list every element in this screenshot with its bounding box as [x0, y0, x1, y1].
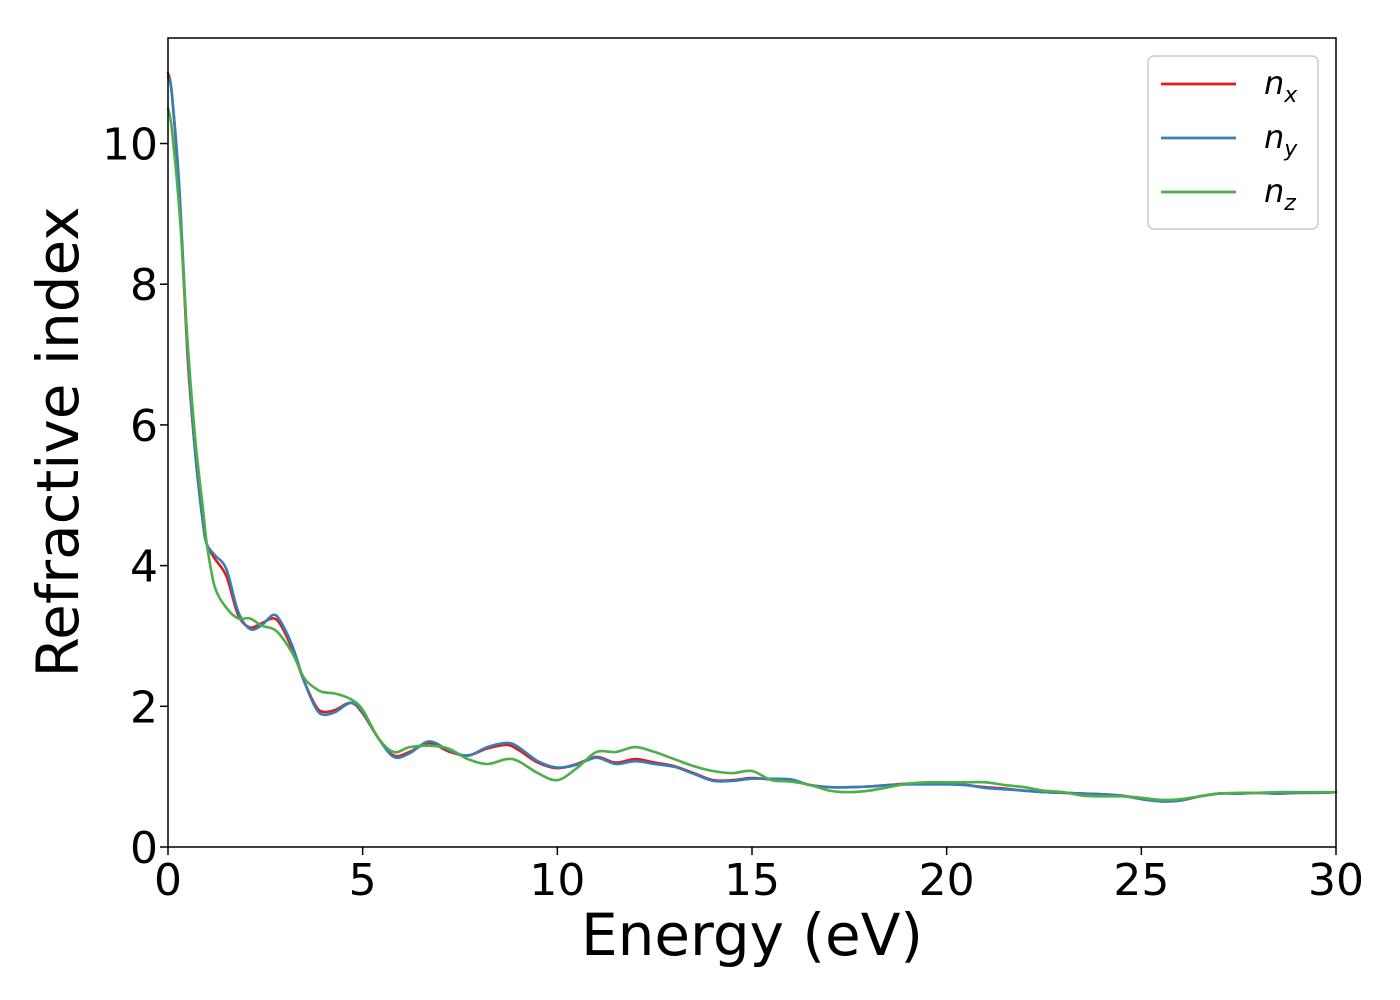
series-line-n-z	[166, 107, 1338, 802]
y-tick-label: 0	[130, 823, 158, 874]
legend-box	[1147, 55, 1319, 230]
x-tick-label: 10	[529, 855, 585, 906]
y-tick-label: 6	[130, 401, 158, 452]
y-tick-label: 4	[130, 542, 158, 593]
x-tick-label: 20	[919, 855, 975, 906]
y-tick-label: 8	[130, 260, 158, 311]
x-tick-label: 0	[154, 855, 182, 906]
legend: nx ny nz	[1147, 55, 1319, 230]
y-axis-title: Refractive index	[24, 206, 92, 677]
x-tick-label: 30	[1308, 855, 1364, 906]
x-tick-label: 25	[1113, 855, 1169, 906]
x-tick-label: 5	[349, 855, 377, 906]
y-axis: 0 2 4 6 8 10	[102, 120, 168, 874]
legend-label-y: ny	[1264, 118, 1298, 162]
x-axis-title: Energy (eV)	[581, 901, 923, 969]
x-tick-label: 15	[724, 855, 780, 906]
series-layer	[166, 71, 1338, 803]
y-tick-label: 10	[102, 120, 158, 171]
legend-label-x: nx	[1264, 64, 1298, 108]
legend-label-z: nz	[1264, 172, 1296, 216]
x-axis: 0 5 10 15 20 25 30	[154, 847, 1364, 906]
y-tick-label: 2	[130, 682, 158, 733]
